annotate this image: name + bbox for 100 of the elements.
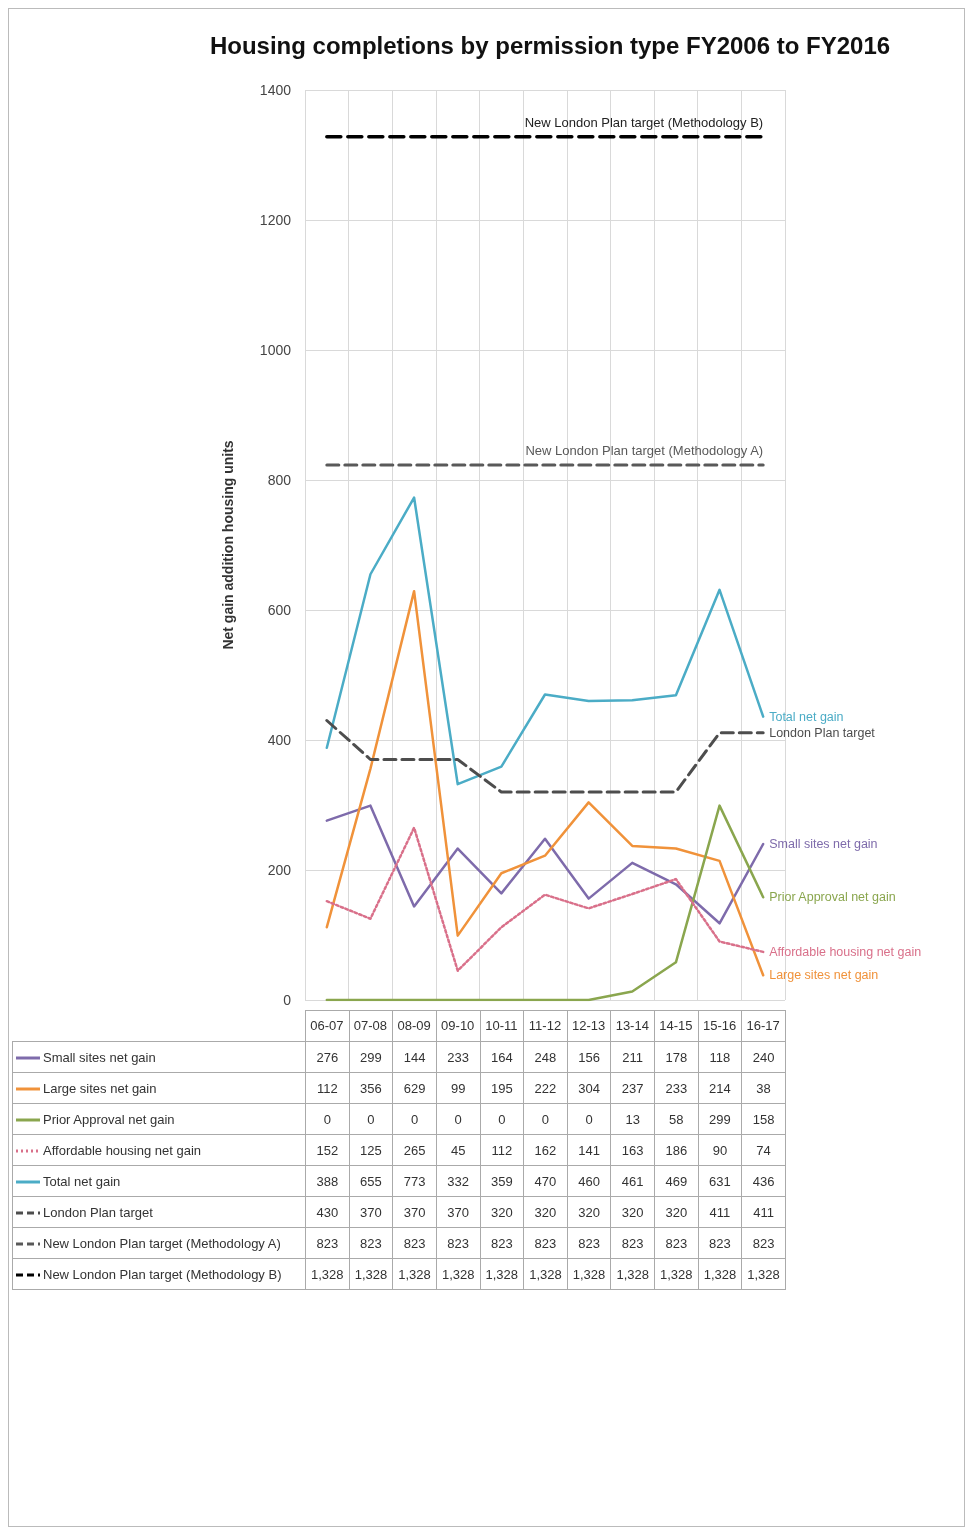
data-label: 1,328 (610, 1258, 655, 1290)
data-label: 162 (523, 1134, 568, 1166)
data-label: 58 (654, 1103, 699, 1135)
data-label: 0 (349, 1103, 393, 1135)
data-label: 304 (567, 1072, 611, 1104)
legend-label: Total net gain (43, 1173, 121, 1189)
data-label: 0 (436, 1103, 480, 1135)
x-tick-label: 13-14 (615, 1018, 649, 1033)
data-label: 1,328 (567, 1258, 611, 1290)
data-label: 823 (567, 1227, 611, 1259)
data-label: 436 (741, 1165, 786, 1197)
legend-label: Affordable housing net gain (43, 1142, 202, 1158)
data-label: 0 (523, 1103, 568, 1135)
data-label: 370 (436, 1196, 480, 1228)
data-label: 1,328 (741, 1258, 786, 1290)
data-label: 460 (567, 1165, 611, 1197)
x-tick-label: 12-13 (572, 1018, 606, 1033)
text: London Plan target (769, 725, 875, 740)
data-label: 332 (436, 1165, 480, 1197)
data-label: 370 (392, 1196, 437, 1228)
data-label: 178 (654, 1041, 699, 1073)
data-label: 163 (610, 1134, 655, 1166)
data-label: 320 (523, 1196, 568, 1228)
data-label: 1,328 (305, 1258, 350, 1290)
data-label: 0 (480, 1103, 524, 1135)
data-label: 631 (698, 1165, 742, 1197)
data-label: 156 (567, 1041, 611, 1073)
data-label: 164 (480, 1041, 524, 1073)
text: Total net gain (769, 709, 844, 724)
text: Prior Approval net gain (769, 890, 896, 905)
text: New London Plan target (Methodology A) (525, 443, 764, 459)
y-tick-label: 1200 (259, 212, 292, 228)
text: Small sites net gain (769, 837, 878, 851)
text: New London Plan target (Methodology B) (524, 114, 764, 130)
data-label: 1,328 (349, 1258, 393, 1290)
data-label: 1,328 (392, 1258, 437, 1290)
y-tick-label: 1400 (259, 82, 292, 98)
data-label: 233 (654, 1072, 699, 1104)
data-label: 38 (741, 1072, 786, 1104)
data-label: 265 (392, 1134, 437, 1166)
x-tick-label: 15-16 (702, 1018, 737, 1033)
data-label: 470 (523, 1165, 568, 1197)
line-series (325, 589, 765, 977)
data-label: 240 (741, 1041, 786, 1073)
data-label: 823 (305, 1227, 350, 1259)
data-label: 430 (305, 1196, 350, 1228)
data-label: 118 (698, 1041, 742, 1073)
data-label: 248 (523, 1041, 568, 1073)
data-label: 141 (567, 1134, 611, 1166)
data-label: 144 (392, 1041, 437, 1073)
data-label: 13 (610, 1103, 655, 1135)
data-label: 823 (436, 1227, 480, 1259)
data-label: 411 (698, 1196, 742, 1228)
line-series (325, 719, 765, 794)
y-tick-label: 600 (267, 602, 292, 618)
data-label: 214 (698, 1072, 742, 1104)
data-label: 411 (741, 1196, 786, 1228)
data-label: 0 (305, 1103, 350, 1135)
data-label: 90 (698, 1134, 742, 1166)
line-series (325, 804, 765, 1002)
data-label: 655 (349, 1165, 393, 1197)
data-label: 186 (654, 1134, 699, 1166)
data-label: 276 (305, 1041, 350, 1073)
data-label: 0 (567, 1103, 611, 1135)
data-label: 823 (610, 1227, 655, 1259)
line-series (325, 496, 765, 786)
legend-label: New London Plan target (Methodology A) (43, 1235, 281, 1251)
y-axis-title: Net gain addition housing units (220, 440, 236, 650)
data-label: 158 (741, 1103, 786, 1135)
y-tick-label: 0 (283, 992, 292, 1008)
x-tick-label: 09-10 (441, 1018, 475, 1033)
x-tick-label: 14-15 (659, 1018, 693, 1033)
y-tick-label: 800 (267, 472, 292, 488)
data-label: 469 (654, 1165, 699, 1197)
data-label: 320 (480, 1196, 524, 1228)
legend-label: New London Plan target (Methodology B) (43, 1266, 282, 1282)
data-label: 237 (610, 1072, 655, 1104)
data-label: 233 (436, 1041, 480, 1073)
x-tick-label: 11-12 (528, 1018, 562, 1033)
line-series (325, 826, 765, 972)
data-label: 823 (654, 1227, 699, 1259)
x-tick-label: 07-08 (353, 1018, 388, 1033)
data-label: 299 (698, 1103, 742, 1135)
data-label: 211 (610, 1041, 655, 1073)
x-tick-label: 08-09 (397, 1018, 431, 1033)
legend-label: Small sites net gain (43, 1049, 156, 1065)
data-label: 112 (480, 1134, 524, 1166)
data-label: 320 (654, 1196, 699, 1228)
y-tick-label: 200 (267, 862, 292, 878)
data-label: 1,328 (654, 1258, 699, 1290)
data-label: 1,328 (698, 1258, 742, 1290)
data-label: 823 (480, 1227, 524, 1259)
data-label: 320 (567, 1196, 611, 1228)
line-series (325, 804, 765, 925)
text: Large sites net gain (769, 968, 879, 983)
text: Affordable housing net gain (769, 944, 922, 959)
data-label: 388 (305, 1165, 350, 1197)
data-label: 823 (523, 1227, 568, 1259)
data-label: 320 (610, 1196, 655, 1228)
data-label: 370 (349, 1196, 393, 1228)
